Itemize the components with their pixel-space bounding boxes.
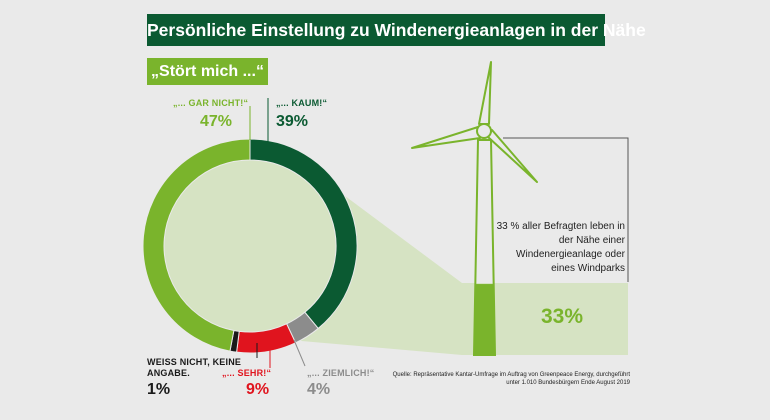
value-sehr: 9% [246, 381, 270, 398]
label-weiss-nicht: WEISS NICHT, KEINE ANGABE. [147, 357, 247, 379]
donut-center [164, 160, 336, 332]
leader-line-ziemlich [293, 339, 306, 367]
value-ziemlich: 4% [307, 381, 331, 398]
label-kaum: „... KAUM!“ [276, 98, 328, 108]
label-weiss-nicht-text: WEISS NICHT, KEINE ANGABE. [147, 357, 242, 378]
turbine-share-value: 33% [540, 305, 584, 328]
turbine-note: 33 % aller Befragten leben in der Nähe e… [496, 221, 625, 274]
wind-turbine-icon [411, 61, 538, 356]
label-gar-nicht: „... GAR NICHT!“ [173, 98, 249, 108]
turbine-blade-up [478, 61, 492, 125]
donut-segments [142, 138, 358, 354]
turbine-tower [472, 139, 497, 356]
source-note: Quelle: Repräsentative Kantar-Umfrage im… [392, 372, 630, 386]
label-ziemlich: „... ZIEMLICH!“ [307, 368, 375, 378]
value-kaum: 39% [276, 113, 309, 130]
chart-title: Persönliche Einstellung zu Windenergiean… [147, 14, 646, 46]
label-sehr: „... SEHR!“ [222, 368, 272, 378]
turbine-hub [476, 123, 492, 139]
value-gar-nicht: 47% [200, 113, 233, 130]
value-weiss-nicht: 1% [147, 381, 171, 398]
chart-subtitle: „Stört mich ...“ [147, 58, 268, 85]
turbine-fill-bar [475, 284, 494, 355]
note-bracket [503, 137, 629, 282]
turbine-blade-left [411, 126, 481, 149]
